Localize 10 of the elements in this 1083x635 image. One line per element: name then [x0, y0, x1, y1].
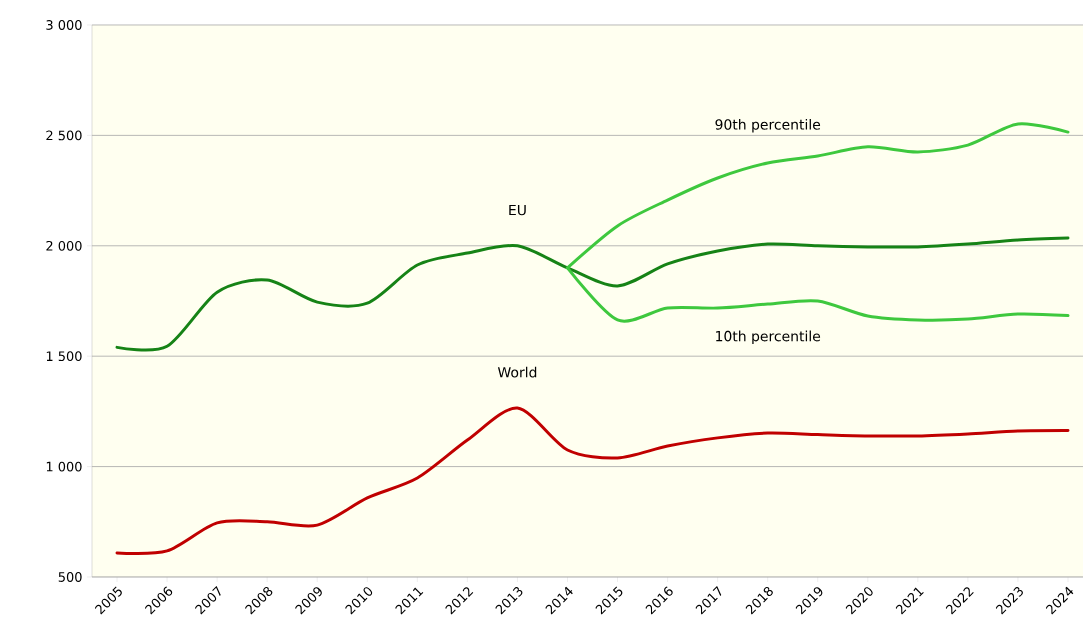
text: EU	[509, 204, 526, 216]
y-tick-label: 2 000	[46, 240, 82, 251]
series-label: 90th percentile	[715, 118, 821, 133]
y-tick-label: 2 500	[46, 130, 82, 141]
y-tick-label: 1 500	[46, 351, 82, 362]
text: World	[497, 366, 537, 378]
y-tick-label: 1 000	[46, 461, 82, 472]
series-label: 10th percentile	[716, 330, 821, 345]
y-tick-label: 3 000	[46, 20, 82, 30]
y-tick-label: 500	[58, 572, 82, 582]
